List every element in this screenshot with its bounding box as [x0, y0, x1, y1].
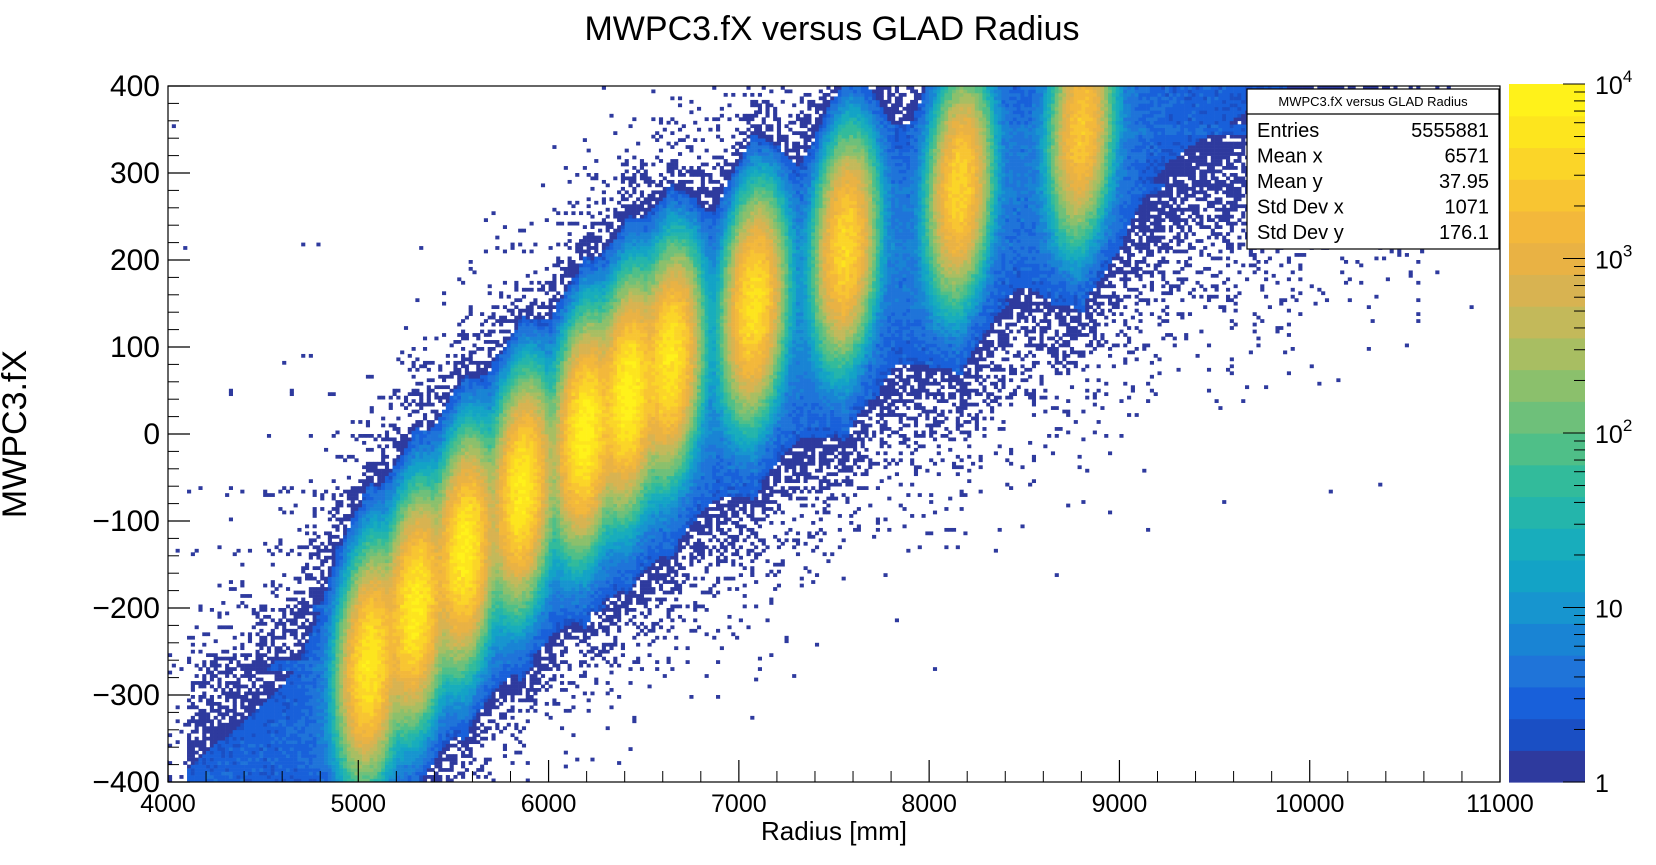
stats-label: Mean y	[1257, 171, 1323, 193]
colorbar-tick-label: 104	[1595, 67, 1632, 100]
x-tick-label: 10000	[1275, 790, 1345, 818]
colorbar-tick-label: 103	[1595, 242, 1632, 275]
colorbar-segment	[1509, 433, 1585, 466]
stats-label: Mean x	[1257, 146, 1323, 168]
y-axis-label: MWPC3.fX	[0, 350, 34, 518]
y-tick-label: 400	[110, 70, 160, 103]
chart-title: MWPC3.fX versus GLAD Radius	[584, 10, 1079, 48]
stats-value: 37.95	[1439, 171, 1489, 193]
colorbar-segment	[1509, 559, 1585, 593]
y-tick-label: −200	[92, 592, 160, 625]
stats-value: 1071	[1445, 197, 1490, 219]
colorbar-segment	[1509, 210, 1585, 244]
colorbar-segment	[1509, 306, 1585, 339]
colorbar-segment	[1509, 179, 1585, 212]
colorbar-segment	[1509, 369, 1585, 402]
y-tick-label: −300	[92, 679, 160, 712]
y-tick-label: 0	[143, 418, 160, 451]
colorbar	[1509, 84, 1585, 783]
colorbar-segment	[1509, 274, 1585, 307]
stats-label: Std Dev x	[1257, 197, 1344, 219]
x-tick-label: 8000	[901, 790, 957, 818]
y-tick-label: 100	[110, 331, 160, 364]
colorbar-segment	[1509, 401, 1585, 434]
colorbar-segment	[1509, 750, 1585, 783]
colorbar-segment	[1509, 623, 1585, 656]
y-tick-label: 300	[110, 157, 160, 190]
x-axis-label: Radius [mm]	[761, 816, 907, 846]
colorbar-tick-label: 10	[1595, 596, 1623, 624]
x-tick-label: 4000	[140, 790, 196, 818]
colorbar-segment	[1509, 337, 1585, 371]
colorbar-tick-label: 1	[1595, 770, 1609, 798]
y-tick-label: 200	[110, 244, 160, 277]
stats-value: 6571	[1445, 146, 1490, 168]
stats-box: MWPC3.fX versus GLAD Radius Entries 55558…	[1246, 88, 1500, 250]
colorbar-segment	[1509, 686, 1585, 720]
x-tick-label: 6000	[521, 790, 577, 818]
x-tick-label: 11000	[1466, 790, 1534, 818]
stats-label: Entries	[1257, 120, 1319, 142]
x-tick-label: 7000	[711, 790, 767, 818]
y-tick-label: −100	[92, 505, 160, 538]
x-tick-label: 5000	[330, 790, 386, 818]
x-axis: 4000 5000 6000 7000 8000 9000 10000 11000	[140, 760, 1534, 818]
colorbar-axis: 1 10 102 103 104	[1563, 67, 1632, 798]
colorbar-segment	[1509, 84, 1585, 117]
heatmap-cells	[168, 86, 1500, 782]
colorbar-segment	[1509, 115, 1585, 149]
colorbar-segment	[1509, 147, 1585, 180]
stats-label: Std Dev y	[1257, 222, 1344, 244]
colorbar-segment	[1509, 464, 1585, 498]
colorbar-segment	[1509, 496, 1585, 529]
stats-title: MWPC3.fX versus GLAD Radius	[1278, 94, 1468, 109]
colorbar-tick-label: 102	[1595, 416, 1632, 449]
stats-value: 176.1	[1439, 222, 1489, 244]
colorbar-segment	[1509, 655, 1585, 688]
colorbar-segment	[1509, 528, 1585, 561]
y-tick-label: −400	[92, 766, 160, 799]
x-tick-label: 9000	[1092, 790, 1148, 818]
y-axis: −400 −300 −200 −100 0 100 200 300 400	[92, 70, 190, 799]
stats-value: 5555881	[1411, 120, 1489, 142]
colorbar-segment	[1509, 718, 1585, 751]
